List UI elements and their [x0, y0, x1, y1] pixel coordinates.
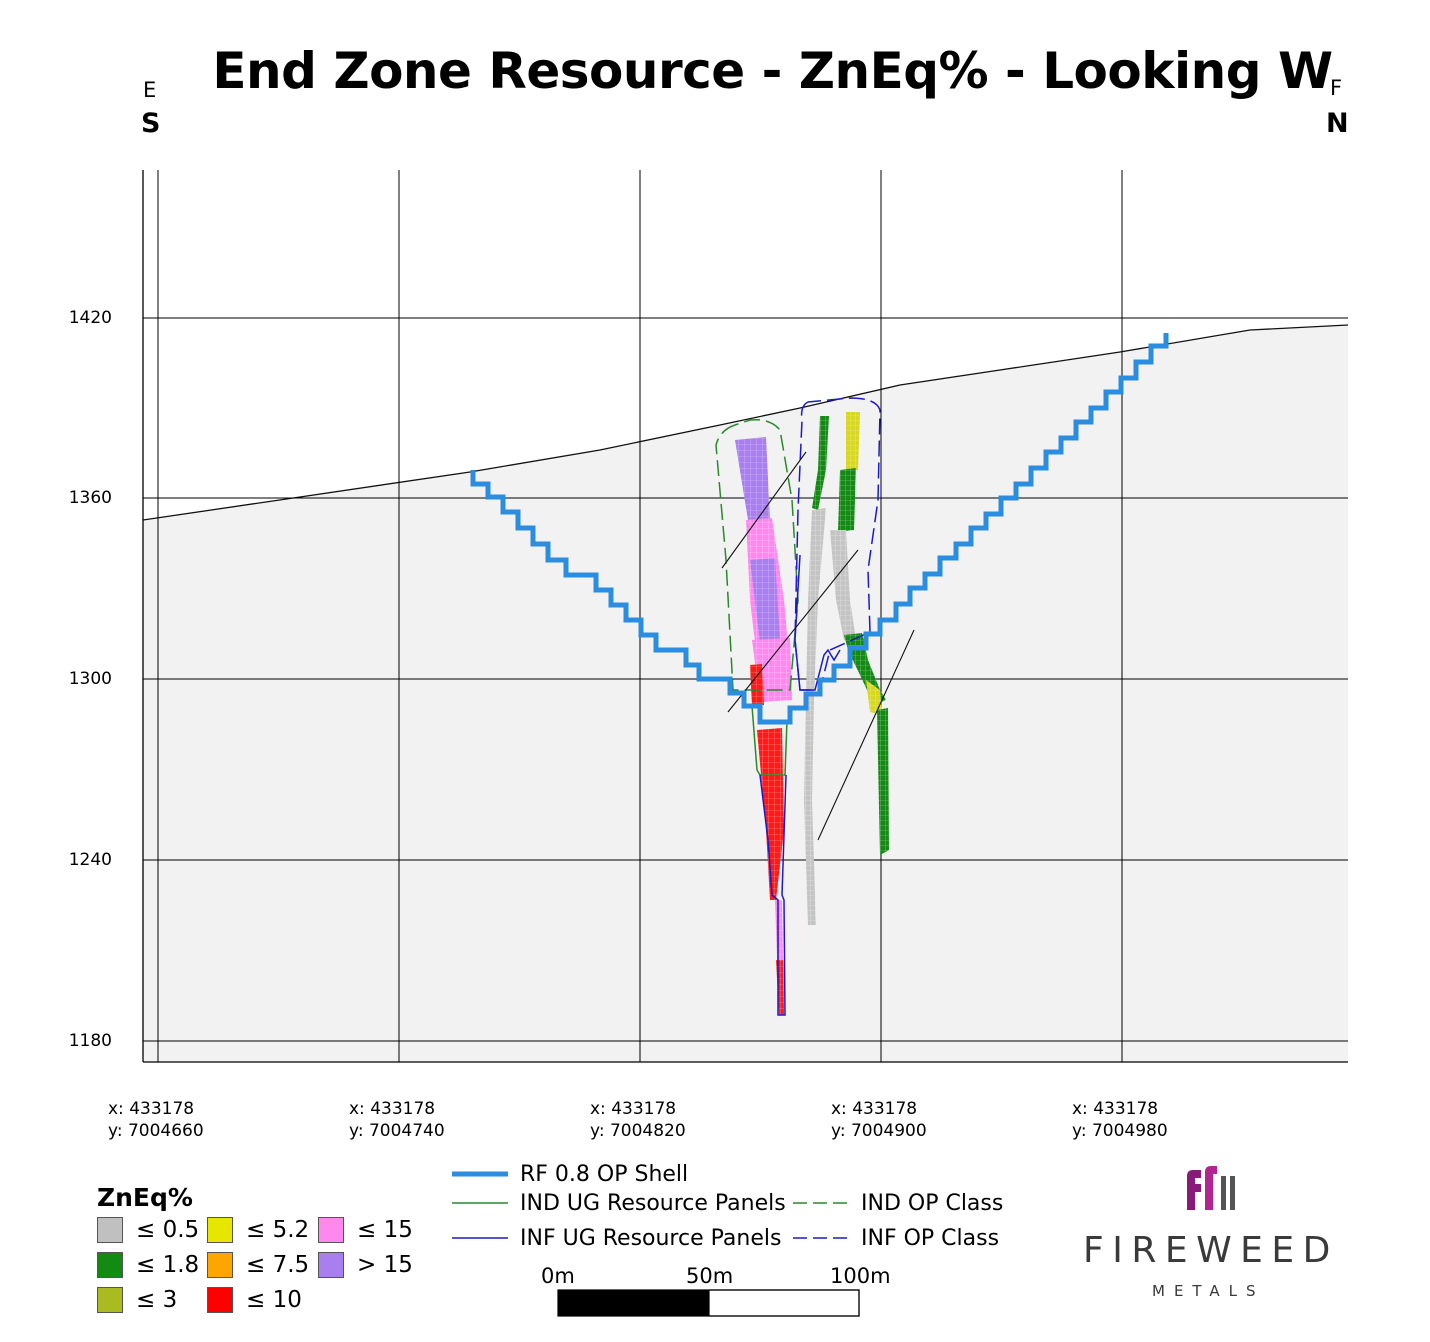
line-legend-ind-op: IND OP Class [793, 1188, 1003, 1218]
inf-ug-legend-line [452, 1237, 508, 1239]
line-legend-label-4: INF OP Class [861, 1225, 1000, 1251]
scale-label-50: 50m [686, 1264, 734, 1288]
legend-item-1: ≤ 1.8 [97, 1250, 199, 1280]
logo-wordmark: FIREWEED [1083, 1230, 1339, 1271]
left-direction-big: S [141, 108, 161, 139]
block-yellow-lens [846, 412, 860, 470]
x-tick-2-y: y: 7004740 [349, 1121, 445, 1141]
legend-swatch-2 [97, 1287, 123, 1313]
right-direction-big: N [1326, 108, 1349, 139]
legend-label-7: > 15 [357, 1252, 413, 1278]
line-legend-label-1: IND UG Resource Panels [520, 1190, 786, 1216]
x-tick-1: x: 433178 y: 7004660 [108, 1098, 204, 1142]
inf-ug-panel-outline-2 [794, 554, 841, 691]
op-shell-line [470, 333, 1169, 725]
line-legend-label-2: INF UG Resource Panels [520, 1225, 782, 1251]
scale-label-0: 0m [541, 1264, 575, 1288]
line-legend-op-shell: RF 0.8 OP Shell [452, 1159, 688, 1189]
drill-traces [721, 451, 915, 841]
y-tick-1360: 1360 [68, 488, 112, 508]
x-tick-2-x: x: 433178 [349, 1099, 436, 1119]
fireweed-logo-icon [1187, 1166, 1235, 1210]
legend-label-6: ≤ 15 [357, 1217, 413, 1243]
legend-title: ZnEq% [97, 1183, 193, 1212]
legend-swatch-4 [207, 1252, 233, 1278]
ind-domain-blocks [735, 437, 792, 1015]
ind-op-legend-line [793, 1202, 849, 1204]
inf-op-legend-line [793, 1237, 849, 1239]
inf-domain-blocks [804, 412, 889, 925]
legend-label-4: ≤ 7.5 [246, 1252, 310, 1278]
ind-ug-legend-line [452, 1202, 508, 1204]
line-legend-ind-ug: IND UG Resource Panels [452, 1188, 786, 1218]
y-tick-1420: 1420 [68, 308, 112, 328]
block-grey-lens-2 [830, 530, 856, 640]
block-red-upper [750, 664, 764, 706]
left-direction-small: E [143, 78, 157, 102]
x-tick-4: x: 433178 y: 7004900 [831, 1098, 927, 1142]
legend-label-1: ≤ 1.8 [136, 1252, 200, 1278]
x-tick-2: x: 433178 y: 7004740 [349, 1098, 445, 1142]
scale-label-100: 100m [830, 1264, 891, 1288]
op-shell-legend-line [452, 1171, 508, 1177]
legend-item-3: ≤ 5.2 [207, 1215, 309, 1245]
x-tick-4-y: y: 7004900 [831, 1121, 927, 1141]
x-tick-3: x: 433178 y: 7004820 [590, 1098, 686, 1142]
x-tick-5: x: 433178 y: 7004980 [1072, 1098, 1168, 1142]
y-tick-1180: 1180 [68, 1031, 112, 1051]
x-tick-3-x: x: 433178 [590, 1099, 677, 1119]
legend-swatch-3 [207, 1217, 233, 1243]
legend-item-2: ≤ 3 [97, 1285, 177, 1315]
legend-item-6: ≤ 15 [318, 1215, 413, 1245]
legend-swatch-1 [97, 1252, 123, 1278]
axes-frame [142, 170, 1348, 1063]
logo-subtext: METALS [1152, 1282, 1265, 1300]
block-green-lens-1 [812, 416, 829, 510]
legend-item-7: > 15 [318, 1250, 413, 1280]
legend-label-3: ≤ 5.2 [246, 1217, 310, 1243]
x-tick-3-y: y: 7004820 [590, 1121, 686, 1141]
legend-label-0: ≤ 0.5 [136, 1217, 200, 1243]
legend-swatch-0 [97, 1217, 123, 1243]
line-legend-label-3: IND OP Class [861, 1190, 1004, 1216]
inf-op-class-outline [794, 397, 881, 691]
block-red-deep [757, 728, 784, 900]
line-legend-inf-op: INF OP Class [793, 1223, 999, 1253]
x-tick-5-x: x: 433178 [1072, 1099, 1159, 1119]
block-purple-mid [750, 558, 780, 642]
inf-ug-panel-outline [759, 774, 787, 1016]
legend-swatch-7 [318, 1252, 344, 1278]
x-tick-5-y: y: 7004980 [1072, 1121, 1168, 1141]
legend-label-5: ≤ 10 [246, 1287, 302, 1313]
scale-bar [557, 1289, 860, 1317]
x-tick-1-x: x: 433178 [108, 1099, 195, 1119]
ind-op-class-outline [715, 418, 799, 691]
line-legend-inf-ug: INF UG Resource Panels [452, 1223, 781, 1253]
diagram-title: End Zone Resource - ZnEq% - Looking W [212, 42, 1333, 100]
block-green-tail [877, 708, 889, 855]
legend-swatch-5 [207, 1287, 233, 1313]
y-tick-1240: 1240 [68, 850, 112, 870]
legend-item-5: ≤ 10 [207, 1285, 302, 1315]
legend-label-2: ≤ 3 [136, 1287, 178, 1313]
x-tick-4-x: x: 433178 [831, 1099, 918, 1119]
x-tick-1-y: y: 7004660 [108, 1121, 204, 1141]
right-direction-small: F [1330, 76, 1343, 100]
block-yellow-lens-2 [866, 680, 882, 715]
legend-item-4: ≤ 7.5 [207, 1250, 309, 1280]
line-legend-label-0: RF 0.8 OP Shell [520, 1161, 689, 1187]
legend-swatch-6 [318, 1217, 344, 1243]
y-tick-1300: 1300 [68, 669, 112, 689]
block-grey-lens-1 [804, 508, 826, 925]
block-green-lens-2 [838, 468, 856, 532]
legend-item-0: ≤ 0.5 [97, 1215, 199, 1245]
